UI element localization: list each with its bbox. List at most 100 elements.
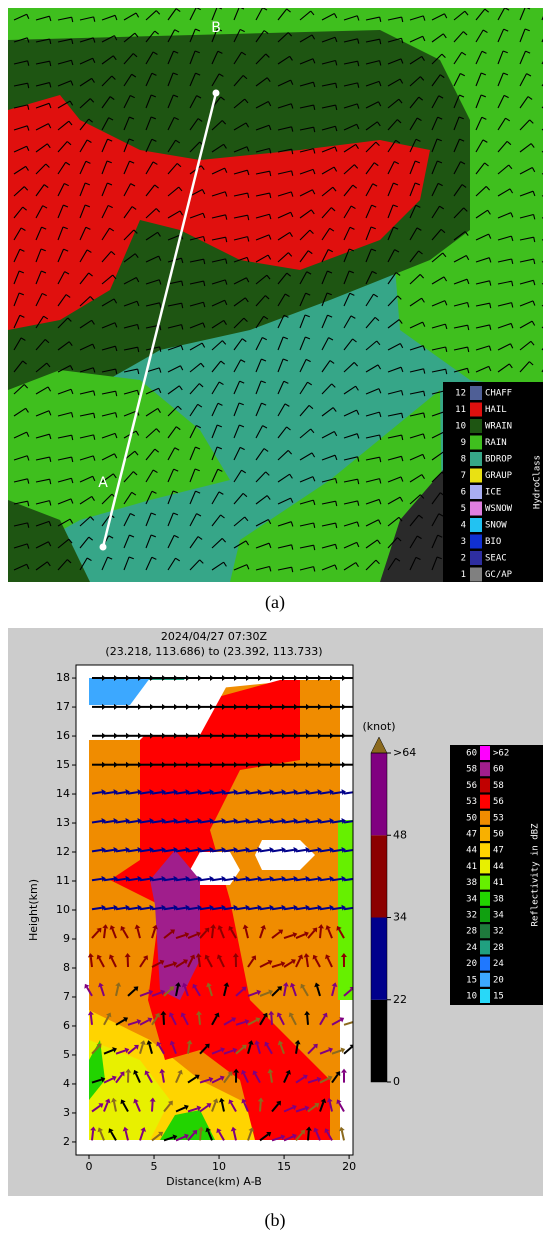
wind-barb — [409, 15, 424, 21]
wind-barb — [387, 140, 397, 153]
wind-barb — [233, 380, 241, 395]
wind-barb — [79, 249, 88, 263]
wind-barb — [167, 117, 175, 131]
wind-barb — [475, 162, 486, 175]
wind-arrow-head — [281, 904, 286, 911]
wind-arrow — [235, 877, 247, 882]
wind-barb — [112, 274, 117, 280]
wind-barb — [291, 149, 294, 155]
legend-upper: 53 — [493, 813, 504, 823]
wind-barb — [529, 119, 534, 124]
wind-barb — [145, 534, 152, 549]
wind-barb — [115, 368, 118, 375]
wind-barb — [399, 496, 404, 502]
wind-barb — [312, 189, 316, 195]
wind-arrow-head — [277, 1040, 284, 1046]
wind-arrow-head — [144, 1070, 150, 1076]
wind-arrow — [319, 791, 331, 795]
wind-arrow — [139, 1130, 145, 1141]
wind-arrow — [223, 985, 228, 997]
wind-arrow — [163, 988, 172, 997]
wind-barb — [423, 391, 426, 397]
wind-arrow — [187, 1043, 191, 1054]
wind-barb — [441, 53, 446, 59]
wind-barb — [530, 143, 535, 148]
wind-barb — [93, 16, 96, 22]
wind-barb — [497, 28, 505, 43]
wind-arrow — [223, 1018, 234, 1026]
wind-arrow-head — [282, 982, 289, 987]
wind-barb — [115, 391, 118, 397]
wind-barb — [26, 37, 30, 43]
wind-arrow — [223, 820, 235, 824]
wind-barb — [123, 160, 131, 175]
wind-barb — [101, 182, 108, 197]
wind-barb — [415, 204, 421, 208]
wind-barb — [356, 15, 360, 21]
wind-arrow-head — [194, 1074, 200, 1080]
wind-arrow-head — [192, 1129, 198, 1135]
wind-arrow-head — [101, 846, 106, 853]
wind-barb — [35, 293, 43, 307]
legend-swatch — [480, 875, 490, 890]
wind-arrow — [259, 791, 271, 795]
wind-barb — [299, 452, 313, 461]
wind-arrow-head — [195, 953, 202, 958]
wind-arrow — [254, 1073, 261, 1084]
wind-barb — [86, 557, 92, 562]
wind-arrow — [343, 820, 353, 824]
colorbar-tick-label: 22 — [393, 993, 407, 1006]
wind-arrow — [319, 906, 331, 911]
wind-barb — [387, 496, 401, 505]
wind-barb — [131, 73, 137, 78]
wind-barb — [63, 248, 69, 252]
wind-barb — [25, 407, 29, 413]
wind-arrow-head — [161, 875, 166, 882]
wind-barb — [173, 534, 179, 539]
wind-arrow — [175, 960, 186, 968]
legend-swatch — [480, 989, 490, 1003]
wind-arrow-head — [326, 1097, 333, 1103]
wind-barb — [88, 536, 94, 541]
wind-barb — [40, 248, 46, 252]
wind-barb — [460, 72, 465, 77]
wind-barb — [305, 358, 311, 363]
wind-barb — [269, 566, 272, 572]
wind-barb — [307, 381, 313, 386]
wind-barb — [453, 324, 468, 329]
wind-barb — [310, 209, 315, 215]
wind-arrow — [151, 961, 162, 968]
wind-arrow-head — [329, 818, 334, 824]
wind-arrow — [219, 928, 225, 939]
wind-arrow-head — [147, 1017, 153, 1023]
legend-upper: 24 — [493, 959, 504, 969]
wind-barb — [343, 385, 356, 395]
wind-barb — [35, 500, 50, 505]
wind-arrow-head — [305, 875, 310, 882]
wind-barb — [167, 490, 174, 505]
wind-barb — [22, 360, 27, 365]
wind-barb — [49, 500, 52, 506]
wind-barb — [35, 82, 50, 87]
wind-arrow-head — [293, 904, 298, 911]
legend-swatch — [480, 891, 490, 906]
wind-arrow — [199, 1104, 209, 1113]
wind-barb — [533, 258, 536, 265]
wind-barb — [218, 8, 223, 10]
wind-barb — [489, 280, 492, 286]
wind-barb — [246, 257, 250, 263]
wind-arrow-head — [136, 1018, 142, 1025]
wind-barb — [57, 204, 64, 219]
wind-barb — [145, 10, 157, 21]
wind-barb — [497, 8, 506, 21]
wind-arrow — [307, 906, 319, 911]
wind-barb — [57, 100, 71, 109]
wind-barb — [57, 183, 65, 197]
wind-arrow-head — [313, 1127, 319, 1133]
wind-arrow — [151, 848, 163, 853]
wind-arrow-head — [349, 986, 353, 992]
wind-barb — [431, 534, 439, 549]
wind-barb — [311, 452, 316, 458]
wind-barb — [459, 94, 465, 98]
wind-barb — [233, 51, 243, 65]
